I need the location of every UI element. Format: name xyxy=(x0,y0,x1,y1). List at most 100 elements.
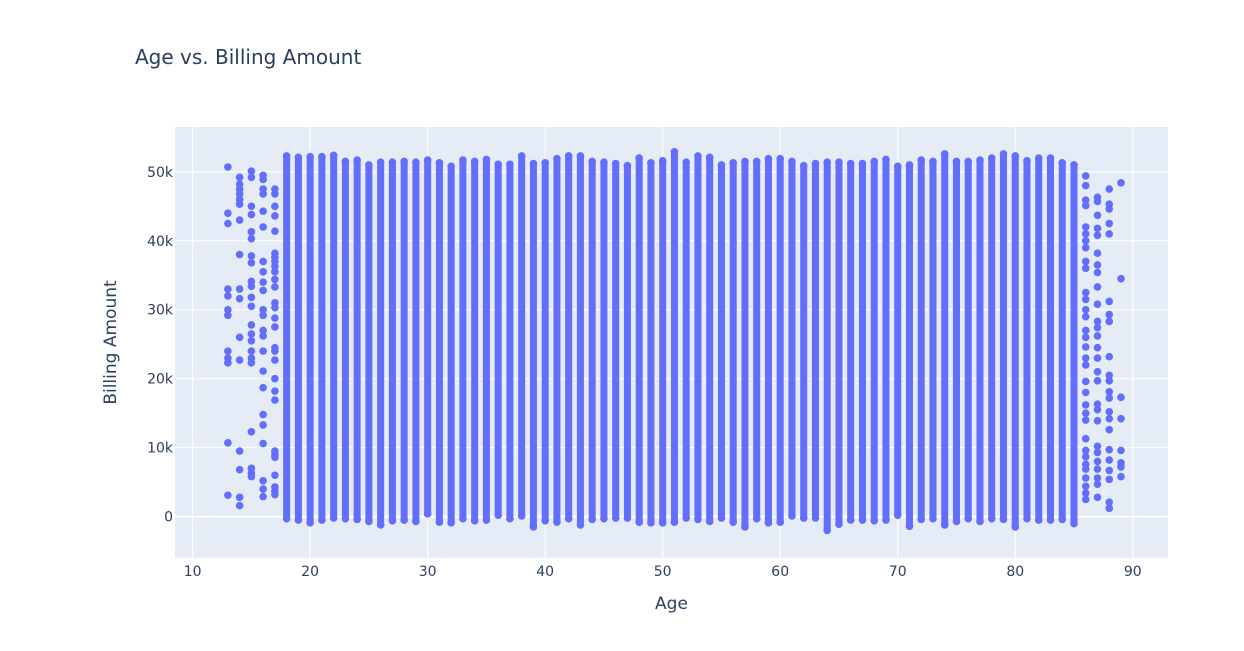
data-point xyxy=(1081,196,1090,204)
data-point xyxy=(553,154,561,163)
x-tick-label: 80 xyxy=(1006,564,1024,580)
data-point xyxy=(1093,300,1102,309)
data-point xyxy=(529,159,538,168)
data-point xyxy=(541,516,549,525)
data-point xyxy=(517,512,526,520)
age-column-53 xyxy=(694,152,702,524)
age-column-56 xyxy=(729,159,737,526)
data-point xyxy=(1081,288,1090,297)
data-point xyxy=(1105,371,1114,380)
data-point xyxy=(247,472,256,481)
data-point xyxy=(1081,409,1090,417)
data-point xyxy=(235,501,244,510)
data-point xyxy=(271,453,279,462)
data-point xyxy=(929,157,937,166)
age-column-55 xyxy=(717,161,726,522)
age-column-46 xyxy=(611,159,620,522)
data-point xyxy=(306,519,314,527)
data-point xyxy=(647,519,655,527)
data-point xyxy=(1081,243,1090,252)
data-point xyxy=(952,157,961,166)
data-point xyxy=(1093,354,1102,362)
data-point xyxy=(294,516,303,524)
data-point xyxy=(1081,495,1090,504)
data-point xyxy=(940,521,949,529)
data-point xyxy=(318,152,326,161)
data-point xyxy=(247,234,256,243)
age-column-71 xyxy=(905,161,914,531)
data-point xyxy=(1105,230,1114,238)
data-point xyxy=(600,158,608,166)
data-point xyxy=(247,252,256,260)
data-point xyxy=(271,471,279,480)
data-point xyxy=(764,154,773,163)
data-point xyxy=(741,157,749,166)
data-point xyxy=(964,157,973,166)
data-point xyxy=(494,160,502,169)
data-point xyxy=(224,359,232,367)
age-column-35 xyxy=(482,155,491,524)
data-point xyxy=(224,209,232,217)
data-point xyxy=(529,523,538,531)
data-point xyxy=(1105,376,1114,385)
data-point xyxy=(259,305,267,314)
data-point xyxy=(752,157,761,166)
data-point xyxy=(1081,388,1090,397)
data-point xyxy=(1105,310,1114,319)
y-axis-title: Billing Amount xyxy=(101,280,121,405)
tick-labels: 10 20 30 40 50 60 70 80 90 0 10k 20k 30k 40k 50k xyxy=(147,165,1142,580)
data-point xyxy=(976,517,984,526)
age-column-61 xyxy=(788,157,796,520)
data-point xyxy=(271,190,279,198)
data-point xyxy=(1081,333,1090,342)
data-point xyxy=(1105,466,1114,475)
age-column-62 xyxy=(799,161,808,522)
data-point xyxy=(247,259,256,267)
data-point xyxy=(1093,448,1102,457)
age-column-51 xyxy=(670,148,679,526)
data-point xyxy=(494,511,502,520)
data-point xyxy=(823,158,832,166)
data-point xyxy=(294,153,303,162)
data-point xyxy=(1081,230,1090,238)
age-column-30 xyxy=(423,156,432,518)
data-point xyxy=(247,330,256,338)
age-column-18 xyxy=(282,152,291,523)
data-point xyxy=(835,158,843,166)
data-point xyxy=(247,167,256,175)
data-point xyxy=(647,159,655,167)
data-point xyxy=(870,516,879,525)
age-column-85 xyxy=(1070,161,1078,528)
age-column-82 xyxy=(1034,154,1043,524)
data-point xyxy=(1093,283,1102,291)
age-column-70 xyxy=(893,162,902,520)
data-point xyxy=(1093,405,1102,414)
data-point xyxy=(1093,343,1102,352)
data-point xyxy=(811,159,820,168)
data-point xyxy=(271,275,279,284)
data-point xyxy=(870,157,879,166)
age-column-34 xyxy=(470,157,479,525)
age-column-77 xyxy=(976,156,984,526)
age-column-48 xyxy=(635,154,643,526)
data-point xyxy=(282,152,291,160)
data-point xyxy=(259,410,267,419)
data-point xyxy=(588,157,596,166)
data-point xyxy=(564,514,573,523)
data-point xyxy=(271,268,279,276)
age-column-76 xyxy=(964,157,973,523)
data-point xyxy=(1081,305,1090,314)
data-point xyxy=(1105,394,1114,402)
data-point xyxy=(224,439,232,447)
age-column-49 xyxy=(647,159,655,527)
data-point xyxy=(1081,474,1090,482)
data-point xyxy=(506,160,514,169)
data-point xyxy=(247,282,256,291)
data-point xyxy=(400,157,408,166)
data-point xyxy=(1105,297,1114,306)
data-point xyxy=(976,156,984,164)
data-point xyxy=(846,516,855,524)
data-point xyxy=(259,223,267,231)
age-column-29 xyxy=(412,158,420,526)
age-column-81 xyxy=(1023,156,1031,523)
